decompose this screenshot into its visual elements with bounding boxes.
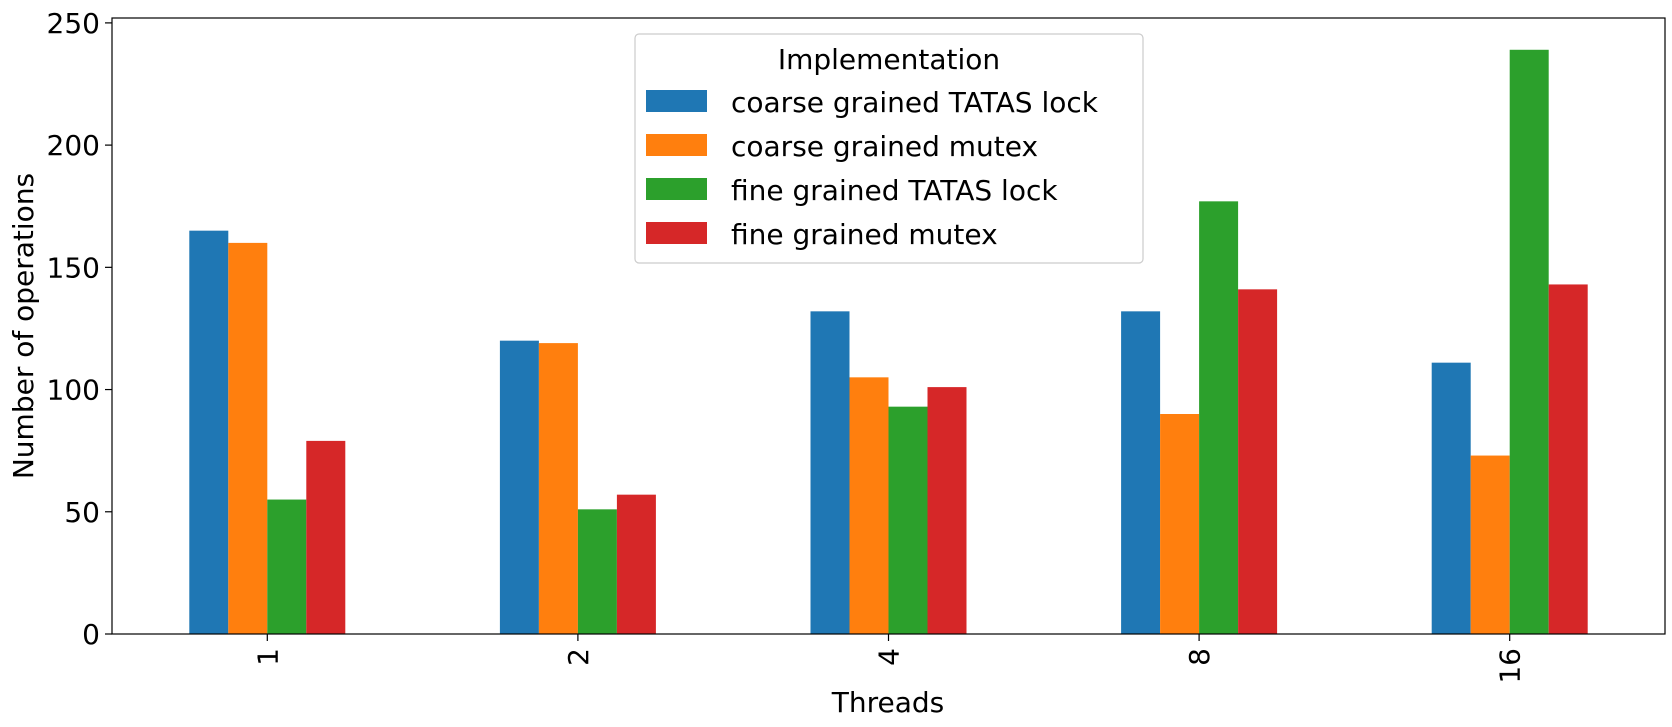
legend-title: Implementation [778,43,1000,76]
bars-layer [189,49,1588,635]
bar [1238,289,1278,634]
legend-frame [634,33,1144,264]
y-tick-label: 0 [82,618,100,651]
legend-swatch [646,222,707,244]
x-tick-label: 1 [251,648,284,666]
bar [849,377,889,634]
x-tick-label: 4 [873,648,906,666]
bar [1121,311,1161,634]
y-axis-title: Number of operations [7,173,40,479]
bar [538,343,578,634]
legend-label: coarse grained mutex [731,130,1038,163]
legend-swatch [646,134,707,156]
bar [927,387,967,634]
bar [810,311,850,634]
legend-label: fine grained TATAS lock [731,174,1058,207]
y-tick-label: 250 [47,7,100,40]
bar [499,340,539,634]
x-tick-label: 8 [1183,648,1216,666]
bar [306,440,346,634]
x-axis: 1 2 4 8 16 [251,634,1527,684]
y-tick-label: 150 [47,251,100,284]
bar [1199,201,1239,635]
bar [1470,455,1510,634]
y-tick-label: 50 [64,496,100,529]
bar [577,509,617,634]
bar [189,230,229,634]
x-tick-label: 2 [562,648,595,666]
bar [1548,284,1588,634]
bar [616,494,656,634]
bar [228,242,268,634]
bar [1509,49,1549,635]
x-axis-title: Threads [831,686,945,719]
y-tick-label: 100 [47,374,100,407]
legend-swatch [646,178,707,200]
bar [1431,362,1471,634]
x-tick-label: 16 [1494,648,1527,684]
legend-swatch [646,90,707,112]
legend-label: fine grained mutex [731,218,998,251]
bar [1160,414,1200,634]
y-tick-label: 200 [47,129,100,162]
bar [267,499,307,634]
legend-label: coarse grained TATAS lock [731,86,1099,119]
legend: Implementation coarse grained TATAS lock… [634,33,1144,264]
bar [888,406,928,634]
legend-entries: coarse grained TATAS lock coarse grained … [646,86,1099,251]
y-axis: 0 50 100 150 200 250 [47,7,112,651]
